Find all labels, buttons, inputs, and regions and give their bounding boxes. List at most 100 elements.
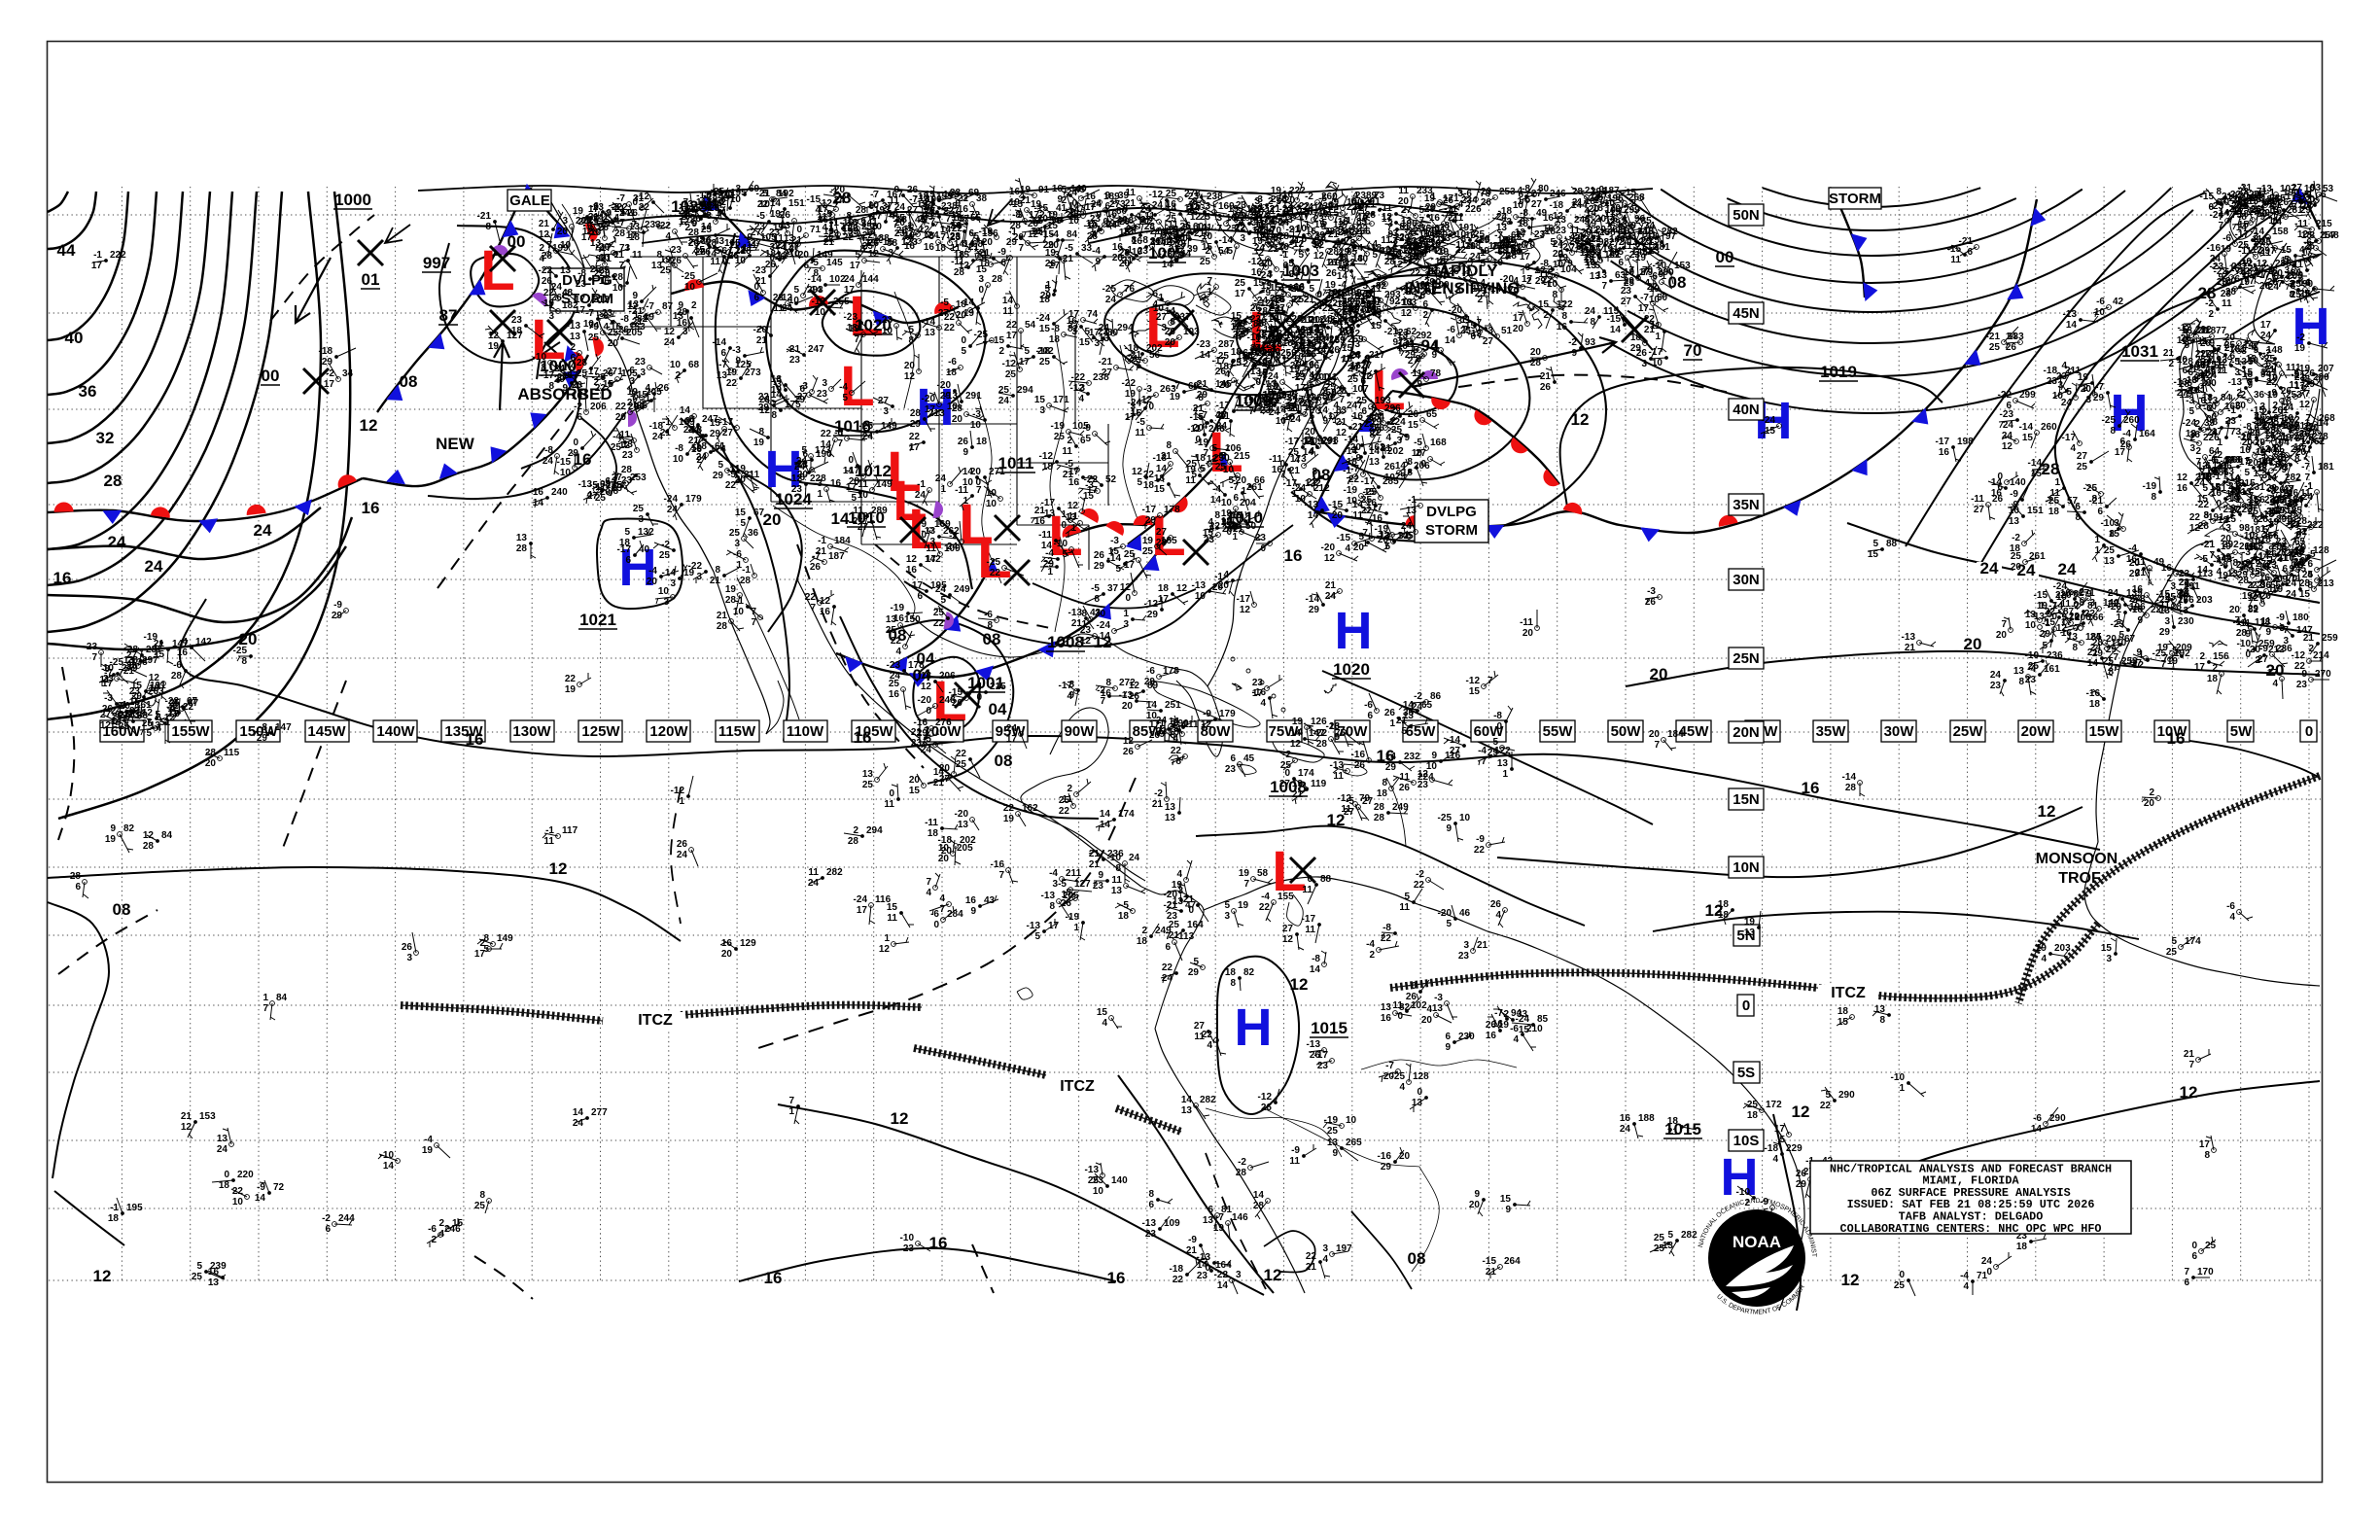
svg-text:28: 28 <box>717 621 728 632</box>
svg-text:5: 5 <box>1404 892 1410 902</box>
svg-text:18: 18 <box>1143 480 1155 491</box>
svg-text:16: 16 <box>533 487 544 498</box>
svg-text:-4: -4 <box>857 233 865 244</box>
svg-text:3: 3 <box>1236 1270 1242 1280</box>
svg-text:25: 25 <box>1166 214 1177 225</box>
svg-text:TROF: TROF <box>2058 870 2101 887</box>
svg-text:16: 16 <box>764 1269 783 1287</box>
svg-text:10: 10 <box>882 326 893 336</box>
svg-text:11: 11 <box>2212 461 2222 472</box>
svg-text:26: 26 <box>1435 246 1447 257</box>
svg-text:2: 2 <box>691 300 697 311</box>
svg-text:5: 5 <box>1372 250 1378 261</box>
svg-text:17: 17 <box>1235 289 1246 299</box>
svg-text:17: 17 <box>1520 252 1531 262</box>
svg-text:15W: 15W <box>2089 723 2120 740</box>
svg-text:10: 10 <box>2094 307 2106 318</box>
svg-text:15: 15 <box>1047 221 1059 231</box>
svg-text:3: 3 <box>562 216 568 227</box>
svg-text:11: 11 <box>710 257 720 267</box>
svg-text:5: 5 <box>1550 237 1556 248</box>
svg-text:6: 6 <box>1360 376 1366 387</box>
svg-text:3: 3 <box>734 539 740 549</box>
svg-text:20: 20 <box>1122 701 1134 712</box>
svg-text:2: 2 <box>2116 605 2121 615</box>
svg-text:23: 23 <box>773 293 785 303</box>
svg-text:24: 24 <box>1126 225 1138 235</box>
svg-text:-24: -24 <box>1292 483 1307 494</box>
svg-text:3: 3 <box>978 274 984 285</box>
svg-text:13: 13 <box>1165 802 1176 813</box>
svg-text:9: 9 <box>962 447 968 458</box>
svg-text:292: 292 <box>1416 331 1432 341</box>
svg-text:-8: -8 <box>926 231 934 242</box>
svg-text:-15: -15 <box>1040 229 1055 240</box>
svg-text:21: 21 <box>660 428 672 438</box>
svg-text:-14: -14 <box>1066 205 1080 216</box>
svg-text:5: 5 <box>1115 564 1121 575</box>
svg-text:22: 22 <box>956 749 967 759</box>
svg-text:8: 8 <box>1230 978 1236 989</box>
svg-text:24: 24 <box>1162 973 1173 984</box>
svg-text:-16: -16 <box>2086 688 2101 699</box>
svg-text:13: 13 <box>862 769 874 780</box>
svg-text:3: 3 <box>2233 492 2239 503</box>
svg-text:14: 14 <box>1290 728 1302 739</box>
svg-text:28: 28 <box>1253 1201 1265 1211</box>
svg-text:13: 13 <box>1111 886 1123 896</box>
svg-text:2: 2 <box>1369 950 1375 961</box>
svg-text:13: 13 <box>1123 227 1135 237</box>
svg-text:0: 0 <box>796 225 802 235</box>
svg-text:9: 9 <box>1474 1189 1480 1200</box>
svg-text:1021: 1021 <box>579 611 616 629</box>
svg-text:80: 80 <box>1107 328 1119 338</box>
svg-text:24: 24 <box>1496 212 1508 223</box>
svg-text:16: 16 <box>466 730 484 749</box>
svg-text:15: 15 <box>959 250 970 261</box>
svg-text:0: 0 <box>2305 723 2313 740</box>
svg-text:0: 0 <box>961 335 966 346</box>
svg-text:24: 24 <box>1585 306 1596 317</box>
svg-text:12: 12 <box>2180 1083 2198 1102</box>
svg-text:144: 144 <box>1571 200 1588 211</box>
svg-text:-14: -14 <box>662 568 677 578</box>
svg-text:27: 27 <box>1483 336 1494 347</box>
svg-text:1: 1 <box>1502 769 1508 780</box>
svg-text:-4: -4 <box>1212 484 1221 495</box>
svg-text:130W: 130W <box>512 723 551 740</box>
svg-text:23: 23 <box>2047 376 2058 387</box>
svg-text:9: 9 <box>1446 823 1452 834</box>
svg-text:-2: -2 <box>2012 533 2020 543</box>
svg-text:27: 27 <box>2108 663 2119 674</box>
svg-text:-14: -14 <box>1306 594 1320 605</box>
svg-text:0: 0 <box>976 692 982 703</box>
svg-text:273: 273 <box>745 368 761 378</box>
svg-text:4: 4 <box>1152 299 1158 310</box>
svg-text:17: 17 <box>588 204 600 215</box>
svg-text:109: 109 <box>944 543 961 554</box>
svg-text:12: 12 <box>1094 633 1112 651</box>
svg-text:153: 153 <box>1674 261 1691 271</box>
svg-text:26: 26 <box>1354 760 1366 771</box>
svg-text:6: 6 <box>1367 711 1373 721</box>
svg-text:11: 11 <box>1111 875 1122 886</box>
svg-text:-25: -25 <box>859 421 874 432</box>
svg-text:-9: -9 <box>1291 1145 1300 1156</box>
svg-text:-1: -1 <box>662 417 671 428</box>
svg-text:17: 17 <box>2115 447 2126 458</box>
svg-text:25: 25 <box>1235 278 1246 289</box>
svg-text:-19: -19 <box>1344 485 1358 496</box>
svg-text:128: 128 <box>1413 1071 1429 1082</box>
svg-text:214: 214 <box>2313 650 2329 661</box>
svg-text:7: 7 <box>2001 619 2007 630</box>
svg-text:3: 3 <box>1216 213 1222 224</box>
svg-text:273: 273 <box>2129 594 2146 605</box>
svg-text:-2: -2 <box>611 202 619 213</box>
svg-text:27: 27 <box>907 205 919 216</box>
svg-text:8: 8 <box>1552 290 1558 300</box>
svg-text:100: 100 <box>1433 280 1450 291</box>
svg-text:24: 24 <box>2286 589 2297 600</box>
svg-text:19: 19 <box>1142 536 1154 546</box>
svg-text:13: 13 <box>1556 215 1567 226</box>
svg-text:20: 20 <box>1332 510 1344 521</box>
